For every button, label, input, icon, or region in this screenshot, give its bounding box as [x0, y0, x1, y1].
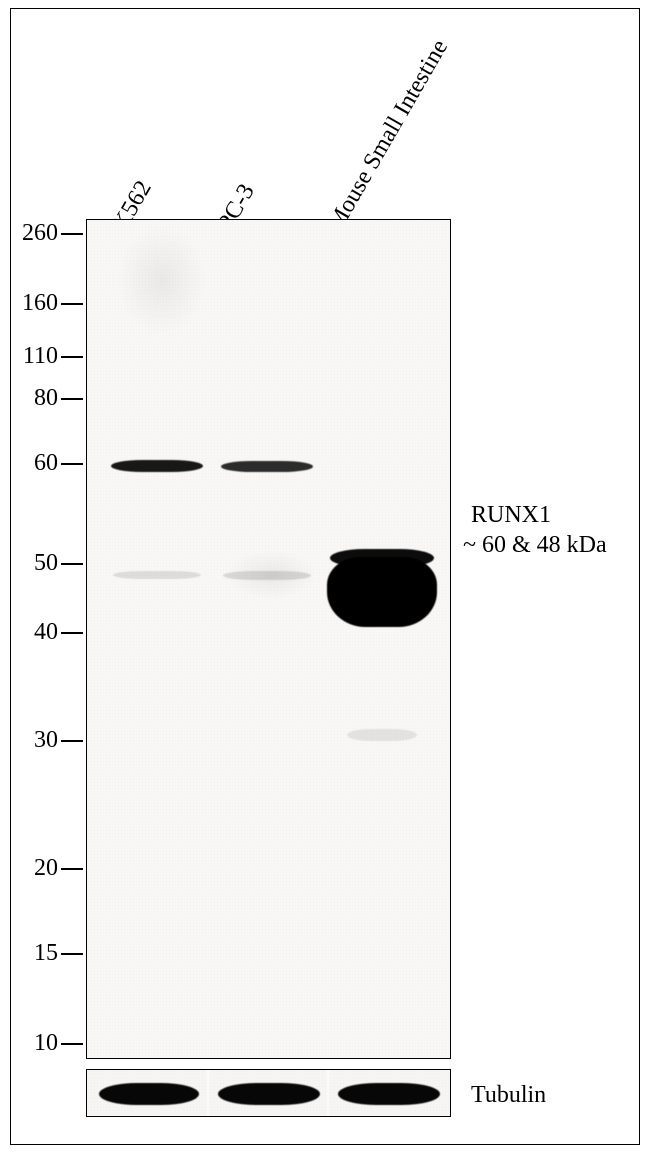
blot-band: [347, 729, 417, 741]
mw-marker-10: 10: [16, 1030, 58, 1057]
mw-tick: [61, 953, 83, 955]
blot-tubulin: [86, 1069, 451, 1117]
mw-marker-15: 15: [16, 940, 58, 967]
mw-marker-60: 60: [16, 450, 58, 477]
mw-marker-260: 260: [16, 220, 58, 247]
blot-main: [86, 219, 451, 1059]
mw-tick: [61, 303, 83, 305]
blot-noise: [87, 220, 450, 1058]
lane-divider: [327, 1070, 329, 1116]
mw-tick: [61, 563, 83, 565]
mw-tick: [61, 233, 83, 235]
blot-band: [113, 571, 201, 579]
loading-control-label: Tubulin: [471, 1082, 546, 1109]
mw-marker-110: 110: [16, 343, 58, 370]
blot-band: [327, 557, 437, 627]
lane-label-mouse-si: Mouse Small Intestine: [323, 35, 454, 236]
mw-tick: [61, 740, 83, 742]
figure-frame: K562 PC-3 Mouse Small Intestine 26016011…: [10, 8, 640, 1145]
mw-marker-40: 40: [16, 619, 58, 646]
mw-tick: [61, 868, 83, 870]
tubulin-band: [99, 1083, 199, 1105]
tubulin-band: [218, 1083, 320, 1105]
target-mw-label: ~ 60 & 48 kDa: [463, 532, 607, 559]
mw-tick: [61, 356, 83, 358]
mw-marker-30: 30: [16, 727, 58, 754]
mw-marker-160: 160: [16, 290, 58, 317]
mw-tick: [61, 463, 83, 465]
blot-band: [111, 460, 203, 472]
lane-divider: [207, 1070, 209, 1116]
mw-tick: [61, 632, 83, 634]
mw-marker-20: 20: [16, 855, 58, 882]
tubulin-band: [338, 1083, 440, 1105]
mw-tick: [61, 1043, 83, 1045]
mw-marker-50: 50: [16, 550, 58, 577]
target-name-label: RUNX1: [471, 502, 551, 529]
mw-tick: [61, 398, 83, 400]
blot-smear: [117, 225, 207, 335]
blot-band: [221, 461, 313, 472]
blot-band: [330, 549, 434, 567]
mw-marker-80: 80: [16, 385, 58, 412]
blot-band: [223, 571, 311, 580]
